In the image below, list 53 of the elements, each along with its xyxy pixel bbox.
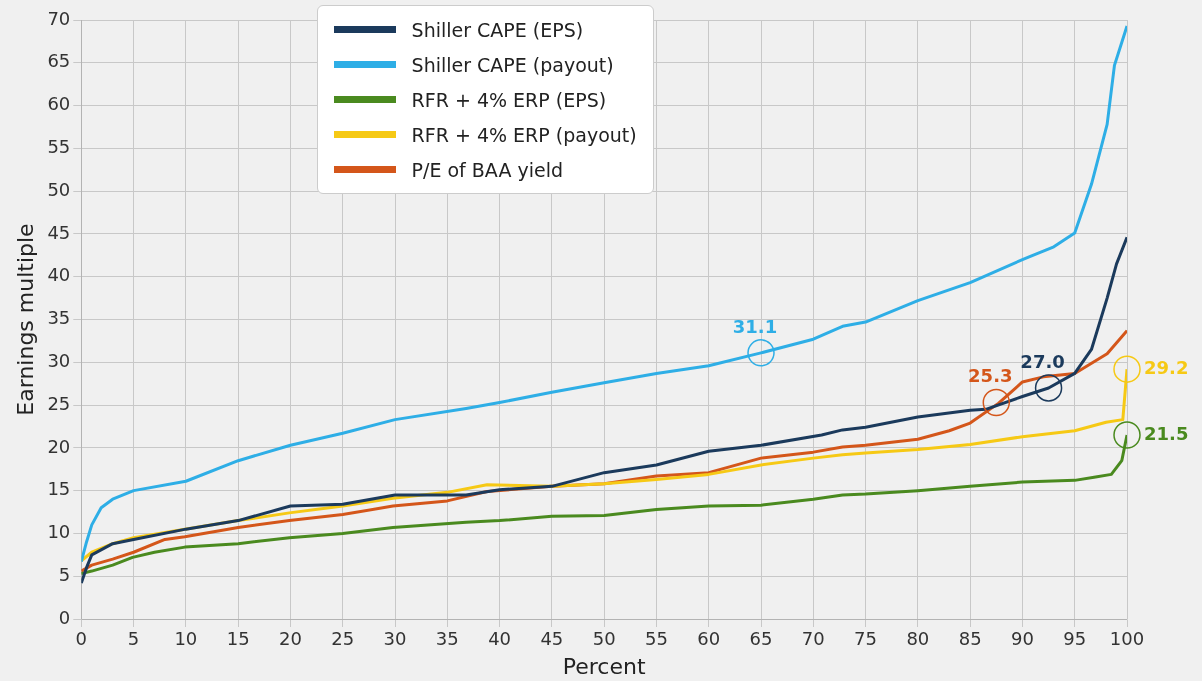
x-tick-label: 40 [488, 628, 512, 650]
x-tick-label: 65 [749, 628, 773, 650]
y-tick-label: 50 [47, 178, 71, 200]
x-tick-label: 95 [1063, 628, 1087, 650]
y-tick-label: 60 [47, 93, 71, 115]
x-tick-label: 30 [383, 628, 407, 650]
point [982, 388, 1011, 417]
y-tick-label: 10 [47, 521, 71, 543]
x-tick-label: 50 [592, 628, 616, 650]
annotation: 31.1 [732, 315, 778, 337]
x-axis-title: Percent [562, 653, 646, 679]
y-tick-label: 25 [47, 392, 71, 414]
y-tick-label: 0 [58, 606, 71, 628]
point [747, 339, 775, 367]
annotation: 27.0 [1020, 350, 1065, 372]
x-tick-label: 15 [226, 628, 250, 650]
y-tick-label: 40 [47, 264, 71, 286]
y-tick-label: 5 [58, 563, 71, 585]
y-tick-label: 20 [47, 435, 71, 457]
x-tick-label: 0 [75, 628, 88, 650]
y-tick-label: 15 [47, 478, 71, 500]
x-tick-label: 10 [174, 628, 198, 650]
x-tick-label: 100 [1109, 628, 1145, 650]
x-tick-label: 25 [331, 628, 355, 650]
x-tick-label: 20 [278, 628, 302, 650]
legend-label: P/E of BAA yield [411, 158, 563, 181]
legend-label: RFR + 4% ERP (EPS) [411, 88, 607, 111]
y-axis-title: Earnings multiple [12, 223, 38, 416]
annotation: 29.2 [1144, 356, 1189, 378]
x-tick-label: 55 [644, 628, 668, 650]
y-tick-label: 35 [47, 307, 71, 329]
x-tick-label: 45 [540, 628, 564, 650]
x-tick-label: 90 [1010, 628, 1034, 650]
x-tick-label: 70 [801, 628, 825, 650]
legend-label: RFR + 4% ERP (payout) [411, 123, 637, 146]
y-tick-label: 45 [47, 221, 71, 243]
y-tick-label: 30 [47, 349, 71, 371]
x-tick-label: 5 [127, 628, 140, 650]
annotation: 21.5 [1144, 422, 1189, 444]
point [1113, 355, 1141, 383]
x-tick-label: 80 [906, 628, 930, 650]
point [1034, 374, 1063, 402]
point [1113, 421, 1141, 449]
x-tick-label: 85 [958, 628, 982, 650]
x-tick-label: 75 [854, 628, 878, 650]
legend-label: Shiller CAPE (payout) [411, 53, 614, 76]
legend-label: Shiller CAPE (EPS) [411, 18, 584, 41]
y-tick-label: 65 [47, 50, 71, 72]
y-tick-label: 55 [47, 136, 71, 158]
x-tick-label: 60 [697, 628, 721, 650]
x-tick-label: 35 [435, 628, 459, 650]
annotation: 25.3 [968, 365, 1013, 387]
y-tick-label: 70 [47, 7, 71, 29]
